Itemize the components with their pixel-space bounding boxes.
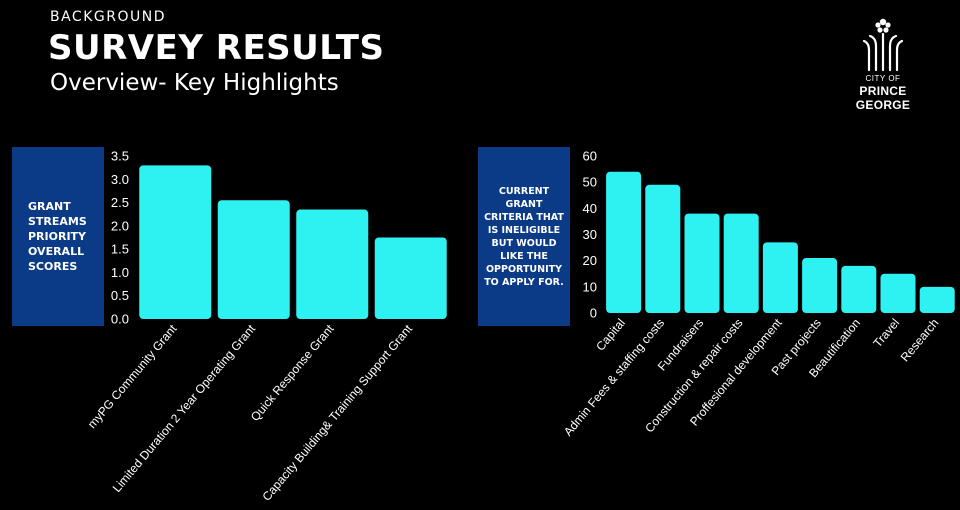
chart-1-y-tick: 1.0 — [111, 265, 129, 280]
chart-1-y-tick: 3.0 — [111, 172, 129, 187]
chart-2-y-tick: 20 — [583, 253, 597, 268]
chart-2-bar — [841, 265, 877, 313]
chart-1-bar — [374, 237, 447, 319]
page-subtitle: Overview- Key Highlights — [50, 70, 339, 96]
page-title: SURVEY RESULTS — [48, 28, 385, 68]
chart-1-label-text: GRANT STREAMS PRIORITY OVERALL SCORES — [28, 200, 87, 273]
chart-2-bar — [723, 213, 759, 313]
chart-2-y-tick: 50 — [583, 175, 597, 190]
chart-1-label-box: GRANT STREAMS PRIORITY OVERALL SCORES — [12, 147, 104, 326]
chart-2-bar — [880, 273, 916, 313]
chart-2-bar — [919, 286, 955, 313]
chart-1-category-label: myPG Community Grant — [85, 321, 180, 431]
chart-2-y-tick: 0 — [590, 306, 597, 321]
chart-2-category-label: Research — [898, 316, 942, 364]
city-crest-icon — [862, 18, 904, 72]
logo-line-2: PRINCE GEORGE — [855, 84, 911, 112]
chart-1-bar — [217, 200, 290, 319]
chart-1-y-tick: 0.0 — [111, 312, 129, 327]
chart-1-category-label: Quick Response Grant — [248, 321, 337, 423]
chart-1-bar — [296, 209, 369, 319]
chart-2-category-label: Travel — [870, 316, 902, 350]
chart-2-y-tick: 30 — [583, 227, 597, 242]
chart-1-y-tick: 3.5 — [111, 149, 129, 164]
chart-2-bar — [606, 171, 642, 313]
chart-2-label-text: CURRENT GRANT CRITERIA THAT IS INELIGIBL… — [484, 185, 564, 288]
chart-2-y-tick: 60 — [583, 149, 597, 164]
logo-line-1: CITY OF — [865, 74, 901, 83]
chart-1-category-label: Limited Duration 2 Year Operating Grant — [110, 321, 259, 495]
chart-2-y-tick: 10 — [583, 279, 597, 294]
chart-1-y-tick: 0.5 — [111, 288, 129, 303]
chart-2-bar — [645, 184, 681, 313]
chart-2-bar — [762, 242, 798, 313]
chart-2-label-box: CURRENT GRANT CRITERIA THAT IS INELIGIBL… — [478, 147, 570, 326]
eyebrow-label: BACKGROUND — [50, 9, 166, 25]
chart-1-category-label: Capacity Building& Training Support Gran… — [259, 321, 415, 503]
chart-1-bar — [139, 165, 212, 319]
chart-1-y-tick: 1.5 — [111, 242, 129, 257]
chart-2-bar — [684, 213, 720, 313]
city-logo: CITY OF PRINCE GEORGE — [832, 14, 934, 112]
chart-2-category-label: Capital — [593, 316, 628, 354]
chart-1-y-tick: 2.5 — [111, 195, 129, 210]
chart-1-y-tick: 2.0 — [111, 218, 129, 233]
chart-2-y-tick: 40 — [583, 201, 597, 216]
chart-2-bar — [802, 258, 838, 313]
